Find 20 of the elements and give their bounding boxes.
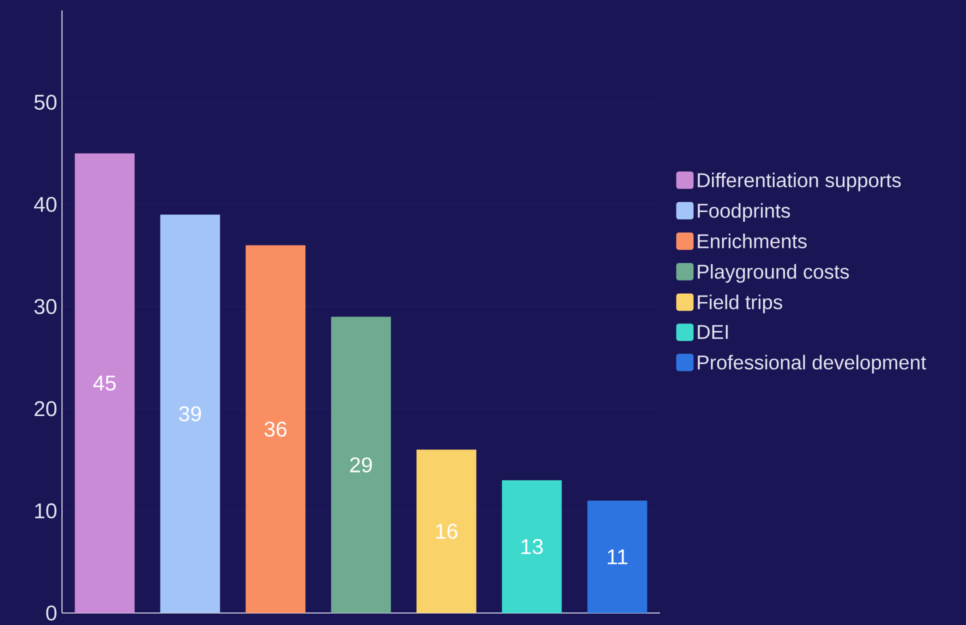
data-label: 11 — [608, 549, 628, 564]
data-label: 45 — [93, 376, 116, 391]
y-tick-label: 50 — [34, 94, 56, 110]
legend-label: DEI — [698, 325, 728, 339]
legend-label: Enrichments — [698, 234, 807, 248]
y-tick-label: 40 — [34, 196, 56, 212]
y-tick-label: 0 — [46, 605, 56, 621]
data-label: 29 — [350, 457, 372, 472]
legend-label: Field trips — [698, 294, 782, 314]
data-label: 13 — [522, 539, 543, 554]
y-tick-label: 20 — [34, 401, 56, 416]
y-tick-label: 10 — [35, 503, 56, 518]
data-label: 39 — [179, 406, 201, 422]
legend-label: Differentiation supports — [698, 172, 901, 192]
legend-label: Playground costs — [698, 264, 849, 283]
data-label: 36 — [264, 422, 286, 437]
data-label: 16 — [436, 524, 458, 539]
y-tick-label: 30 — [34, 299, 56, 314]
legend-label: Foodprints — [698, 203, 790, 222]
legend-label: Professional development — [698, 354, 926, 374]
